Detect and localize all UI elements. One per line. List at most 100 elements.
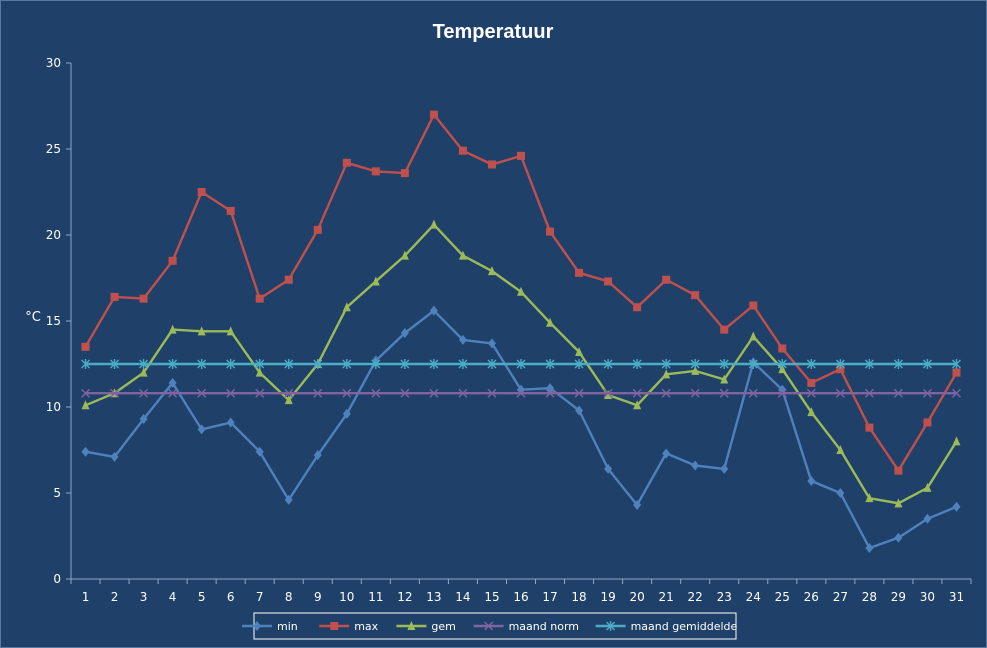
data-point-gem: [923, 482, 932, 492]
data-point-min: [139, 414, 148, 425]
data-point-gem: [458, 250, 467, 260]
data-point-min: [313, 450, 322, 461]
data-point-maand-norm: [458, 388, 468, 398]
data-point-max: [923, 418, 932, 427]
data-point-maand-gemiddelde: [342, 359, 352, 369]
legend-label-max: max: [354, 620, 378, 633]
x-tick-label: 22: [688, 590, 703, 604]
legend-label-maand-gemiddelde: maand gemiddelde: [631, 620, 738, 633]
series-min: [81, 305, 961, 554]
x-tick-label: 3: [140, 590, 148, 604]
data-point-max: [400, 169, 409, 178]
x-tick-label: 5: [198, 590, 206, 604]
data-point-maand-gemiddelde: [371, 359, 381, 369]
data-point-maand-gemiddelde: [81, 359, 91, 369]
data-point-min: [458, 334, 467, 345]
data-point-maand-gemiddelde: [632, 359, 642, 369]
data-point-max: [836, 365, 845, 374]
data-point-maand-gemiddelde: [922, 359, 932, 369]
x-tick-label: 17: [542, 590, 557, 604]
x-tick-label: 28: [862, 590, 877, 604]
x-tick-label: 13: [426, 590, 441, 604]
y-axis-label: °C: [25, 310, 41, 325]
x-tick-label: 7: [256, 590, 264, 604]
y-tick-label: 0: [53, 572, 61, 586]
data-point-gem: [255, 367, 264, 377]
data-point-maand-gemiddelde: [226, 359, 236, 369]
data-point-gem: [226, 326, 235, 336]
data-point-maand-norm: [951, 388, 961, 398]
data-point-min: [691, 460, 700, 471]
data-point-maand-norm: [342, 388, 352, 398]
x-tick-label: 31: [949, 590, 964, 604]
data-point-max: [604, 277, 613, 286]
x-tick-label: 19: [600, 590, 615, 604]
data-point-min: [720, 463, 729, 474]
data-point-maand-gemiddelde: [516, 359, 526, 369]
data-point-maand-norm: [574, 388, 584, 398]
data-point-maand-norm: [429, 388, 439, 398]
x-tick-label: 11: [368, 590, 383, 604]
data-point-min: [284, 494, 293, 505]
x-tick-label: 10: [339, 590, 354, 604]
data-point-maand-gemiddelde: [284, 359, 294, 369]
data-point-maand-gemiddelde: [139, 359, 149, 369]
data-point-max: [81, 342, 90, 351]
legend-label-min: min: [277, 620, 298, 633]
data-point-maand-norm: [400, 388, 410, 398]
data-point-maand-gemiddelde: [197, 359, 207, 369]
data-point-gem: [139, 367, 148, 377]
data-point-maand-gemiddelde: [545, 359, 555, 369]
data-point-min: [168, 377, 177, 388]
data-point-maand-norm: [81, 388, 91, 398]
data-point-max: [197, 188, 206, 196]
series-gem: [81, 219, 961, 508]
x-tick-label: 1: [82, 590, 90, 604]
data-point-gem: [662, 369, 671, 379]
data-point-maand-norm: [661, 388, 671, 398]
data-point-gem: [633, 400, 642, 410]
data-point-maand-norm: [226, 388, 236, 398]
data-point-maand-norm: [603, 388, 613, 398]
data-point-maand-gemiddelde: [574, 359, 584, 369]
legend-marker-maand-norm: [484, 621, 494, 631]
legend: min max gem maand norm maand gemiddelde: [242, 612, 738, 640]
legend-marker-maand-gemiddelde: [606, 621, 616, 631]
data-point-gem: [342, 302, 351, 312]
data-point-gem: [952, 436, 961, 446]
data-point-max: [139, 294, 148, 303]
data-point-maand-gemiddelde: [951, 359, 961, 369]
data-point-maand-norm: [168, 388, 178, 398]
x-tick-label: 20: [629, 590, 644, 604]
data-point-maand-norm: [110, 388, 120, 398]
data-point-max: [662, 275, 671, 284]
data-point-min: [487, 338, 496, 349]
data-point-maand-gemiddelde: [110, 359, 120, 369]
data-point-gem: [517, 286, 525, 296]
data-point-max: [226, 206, 235, 215]
data-point-max: [313, 225, 322, 234]
series-max: [81, 110, 961, 475]
legend-item-max: max: [319, 620, 379, 633]
data-point-maand-norm: [748, 388, 758, 398]
data-point-max: [546, 227, 555, 236]
data-point-gem: [284, 395, 293, 405]
data-point-min: [197, 424, 206, 435]
data-point-min: [81, 446, 90, 457]
data-point-maand-norm: [371, 388, 381, 398]
data-point-maand-norm: [197, 388, 207, 398]
data-point-maand-gemiddelde: [458, 359, 468, 369]
legend-marker-max: [330, 622, 339, 630]
data-point-min: [865, 543, 874, 554]
x-tick-label: 27: [833, 590, 848, 604]
data-point-max: [284, 275, 293, 284]
data-point-maand-norm: [545, 388, 555, 398]
x-tick-label: 4: [169, 590, 177, 604]
y-tick-label: 5: [53, 486, 61, 500]
data-point-max: [168, 256, 177, 265]
data-point-maand-gemiddelde: [255, 359, 265, 369]
data-point-min: [255, 446, 264, 457]
data-point-maand-gemiddelde: [748, 359, 758, 369]
